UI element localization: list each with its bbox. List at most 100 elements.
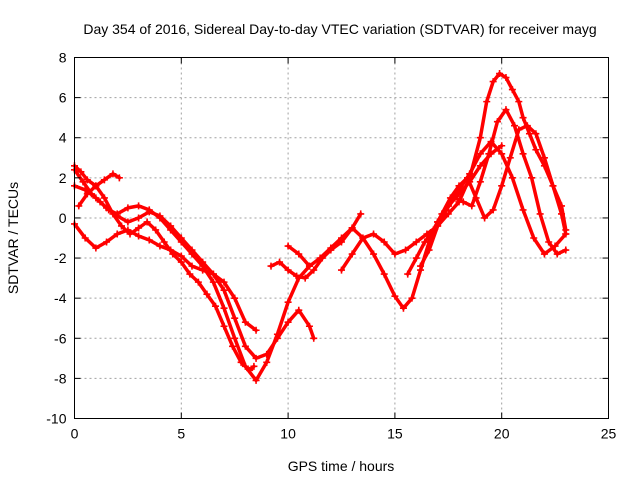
data-point-marker — [412, 254, 420, 262]
data-point-marker — [417, 262, 425, 270]
data-point-marker — [476, 150, 484, 158]
data-point-marker — [220, 304, 228, 312]
data-point-marker — [434, 218, 442, 226]
data-point-marker — [83, 190, 91, 198]
data-point-marker — [506, 154, 514, 162]
data-point-marker — [177, 258, 185, 266]
data-point-marker — [402, 246, 410, 254]
data-point-marker — [380, 270, 388, 278]
data-point-marker — [229, 342, 237, 350]
data-point-marker — [231, 314, 239, 322]
data-point-marker — [549, 182, 557, 190]
data-point-marker — [220, 286, 228, 294]
data-point-marker — [81, 186, 89, 194]
y-tick-label: -8 — [54, 370, 67, 386]
data-point-marker — [485, 150, 493, 158]
data-point-marker — [135, 232, 143, 240]
data-point-marker — [117, 222, 125, 230]
data-point-marker — [209, 278, 217, 286]
data-point-marker — [338, 266, 345, 274]
data-point-marker — [558, 210, 566, 218]
data-point-marker — [188, 262, 196, 270]
data-point-marker — [263, 358, 271, 366]
data-point-marker — [211, 302, 219, 310]
data-point-marker — [483, 98, 491, 106]
data-point-marker — [502, 106, 510, 114]
series-line — [72, 222, 258, 333]
data-point-marker — [126, 230, 134, 238]
data-point-marker — [466, 170, 474, 178]
data-point-marker — [152, 226, 160, 234]
data-point-marker — [124, 204, 132, 212]
data-point-marker — [267, 262, 275, 270]
data-point-marker — [348, 224, 356, 232]
data-point-marker — [252, 354, 260, 362]
data-point-marker — [310, 266, 318, 274]
data-point-marker — [455, 186, 463, 194]
data-point-marker — [481, 214, 489, 222]
data-point-marker — [370, 250, 378, 258]
series-line — [339, 71, 568, 272]
data-point-marker — [194, 278, 202, 286]
data-point-marker — [519, 114, 527, 122]
series-track-c — [71, 182, 318, 362]
y-tick-label: -10 — [46, 411, 66, 427]
data-point-marker — [301, 274, 309, 282]
data-point-marker — [511, 122, 519, 130]
data-point-marker — [109, 170, 117, 178]
y-tick-label: -4 — [54, 290, 67, 306]
y-tick-label: -6 — [54, 330, 67, 346]
data-point-marker — [273, 334, 281, 342]
data-point-marker — [487, 138, 495, 146]
data-point-marker — [391, 292, 399, 300]
data-point-marker — [156, 212, 164, 220]
data-point-marker — [92, 244, 100, 252]
data-point-marker — [263, 350, 271, 358]
data-point-marker — [100, 194, 108, 202]
data-point-marker — [284, 298, 292, 306]
series-track-i — [404, 122, 570, 278]
data-point-marker — [399, 304, 407, 312]
data-point-marker — [348, 250, 356, 258]
data-point-marker — [109, 210, 117, 218]
data-point-marker — [113, 230, 121, 238]
data-point-marker — [220, 278, 228, 286]
data-point-marker — [92, 194, 100, 202]
data-point-marker — [295, 250, 303, 258]
data-point-marker — [305, 322, 313, 330]
series-line — [77, 184, 256, 373]
data-point-marker — [508, 86, 516, 94]
data-point-marker — [284, 266, 292, 274]
data-point-marker — [145, 208, 153, 216]
data-point-marker — [459, 198, 467, 206]
series-line — [269, 212, 363, 280]
data-point-marker — [359, 234, 367, 242]
data-point-marker — [530, 234, 538, 242]
data-point-marker — [124, 218, 132, 226]
data-point-marker — [220, 322, 228, 330]
data-point-marker — [156, 242, 164, 250]
data-point-marker — [186, 270, 194, 278]
data-point-marker — [540, 154, 548, 162]
series-layer — [71, 70, 570, 384]
data-point-marker — [276, 258, 284, 266]
series-track-d — [71, 220, 260, 334]
y-tick-label: 4 — [59, 130, 67, 146]
chart-title: Day 354 of 2016, Sidereal Day-to-day VTE… — [83, 21, 596, 37]
x-tick-label: 10 — [280, 426, 296, 442]
data-point-marker — [468, 202, 476, 210]
data-point-marker — [476, 134, 484, 142]
data-point-marker — [199, 266, 207, 274]
y-tick-label: 6 — [59, 90, 67, 106]
data-point-marker — [519, 206, 527, 214]
data-point-marker — [476, 162, 484, 170]
data-point-marker — [421, 238, 429, 246]
data-point-marker — [508, 174, 516, 182]
data-point-marker — [81, 234, 89, 242]
data-point-marker — [489, 206, 497, 214]
x-tick-label: 0 — [71, 426, 79, 442]
data-point-marker — [408, 294, 416, 302]
data-point-marker — [293, 272, 301, 280]
data-point-marker — [515, 98, 523, 106]
